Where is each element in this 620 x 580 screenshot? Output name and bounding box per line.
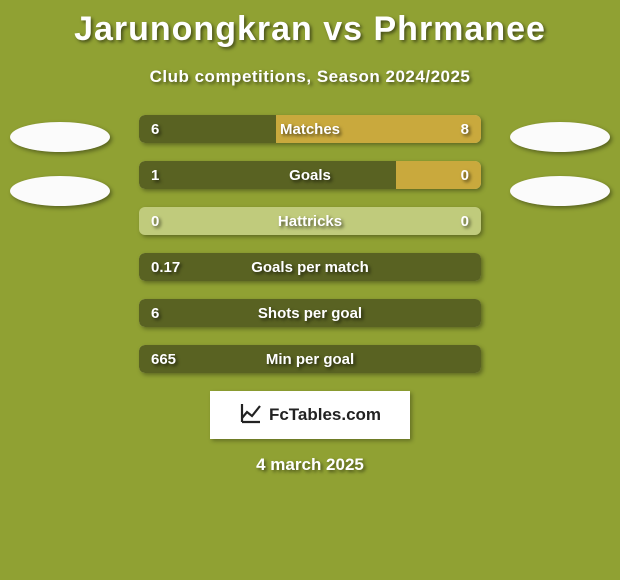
bar-left-value: 6: [151, 121, 159, 138]
bar-label: Matches: [280, 121, 340, 138]
container: Jarunongkran vs Phrmanee Club competitio…: [0, 0, 620, 580]
stat-bars: 6 Matches 8 1 Goals 0 0 Hattricks 0 0.17…: [0, 115, 620, 373]
avatar-right-1: [510, 122, 610, 152]
page-title: Jarunongkran vs Phrmanee: [0, 0, 620, 49]
subtitle: Club competitions, Season 2024/2025: [0, 67, 620, 87]
bar-label: Hattricks: [278, 213, 342, 230]
bar-left-fill: [139, 161, 396, 189]
bar-right-value: 0: [461, 213, 469, 230]
bar-matches: 6 Matches 8: [139, 115, 481, 143]
avatar-left-1: [10, 122, 110, 152]
bar-left-value: 0: [151, 213, 159, 230]
source-badge: FcTables.com: [210, 391, 410, 439]
avatar-right-2: [510, 176, 610, 206]
bar-label: Shots per goal: [258, 305, 362, 322]
bar-label: Min per goal: [266, 351, 354, 368]
bar-label: Goals per match: [251, 259, 369, 276]
bar-right-value: 0: [461, 167, 469, 184]
bar-min-per-goal: 665 Min per goal: [139, 345, 481, 373]
bar-left-value: 1: [151, 167, 159, 184]
bar-goals-per-match: 0.17 Goals per match: [139, 253, 481, 281]
bar-left-fill: [139, 115, 276, 143]
avatar-left-2: [10, 176, 110, 206]
date: 4 march 2025: [0, 455, 620, 475]
bar-shots-per-goal: 6 Shots per goal: [139, 299, 481, 327]
bar-goals: 1 Goals 0: [139, 161, 481, 189]
bar-right-value: 8: [461, 121, 469, 138]
bar-label: Goals: [289, 167, 331, 184]
bar-left-value: 6: [151, 305, 159, 322]
bar-left-value: 0.17: [151, 259, 180, 276]
badge-text: FcTables.com: [269, 405, 381, 425]
bar-hattricks: 0 Hattricks 0: [139, 207, 481, 235]
bar-left-value: 665: [151, 351, 176, 368]
chart-icon: [239, 401, 263, 430]
